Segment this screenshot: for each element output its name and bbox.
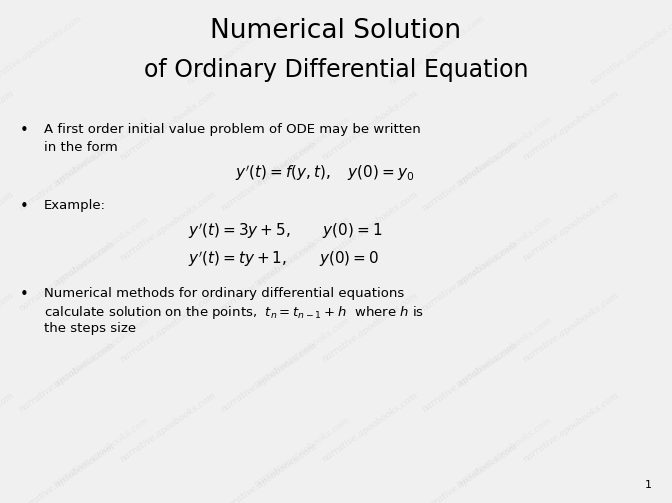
Text: narrative.apoobooks.com: narrative.apoobooks.com xyxy=(219,240,319,313)
Text: narrative.apoobooks.com: narrative.apoobooks.com xyxy=(320,89,419,162)
Text: narrative.apoobooks.com: narrative.apoobooks.com xyxy=(320,290,419,364)
Text: narrative.apoobooks.com: narrative.apoobooks.com xyxy=(253,416,352,489)
Text: narrative.apoobooks.com: narrative.apoobooks.com xyxy=(0,14,83,87)
Text: the steps size: the steps size xyxy=(44,322,136,335)
Text: narrative.apoobooks.com: narrative.apoobooks.com xyxy=(51,114,151,188)
Text: narrative.apoobooks.com: narrative.apoobooks.com xyxy=(320,391,419,464)
Text: narrative.apoobooks.com: narrative.apoobooks.com xyxy=(118,391,218,464)
Text: narrative.apoobooks.com: narrative.apoobooks.com xyxy=(253,215,352,288)
Text: narrative.apoobooks.com: narrative.apoobooks.com xyxy=(219,139,319,213)
Text: narrative.apoobooks.com: narrative.apoobooks.com xyxy=(454,215,554,288)
Text: •: • xyxy=(20,287,29,302)
Text: narrative.apoobooks.com: narrative.apoobooks.com xyxy=(521,391,621,464)
Text: narrative.apoobooks.com: narrative.apoobooks.com xyxy=(387,14,487,87)
Text: calculate solution on the points,  $t_n = t_{n-1} + h$  where $h$ is: calculate solution on the points, $t_n =… xyxy=(44,304,424,321)
Text: narrative.apoobooks.com: narrative.apoobooks.com xyxy=(589,14,672,87)
Text: narrative.apoobooks.com: narrative.apoobooks.com xyxy=(521,89,621,162)
Text: narrative.apoobooks.com: narrative.apoobooks.com xyxy=(17,441,117,503)
Text: narrative.apoobooks.com: narrative.apoobooks.com xyxy=(0,89,16,162)
Text: narrative.apoobooks.com: narrative.apoobooks.com xyxy=(219,441,319,503)
Text: narrative.apoobooks.com: narrative.apoobooks.com xyxy=(51,215,151,288)
Text: narrative.apoobooks.com: narrative.apoobooks.com xyxy=(17,240,117,313)
Text: narrative.apoobooks.com: narrative.apoobooks.com xyxy=(421,441,520,503)
Text: narrative.apoobooks.com: narrative.apoobooks.com xyxy=(521,290,621,364)
Text: narrative.apoobooks.com: narrative.apoobooks.com xyxy=(118,190,218,263)
Text: narrative.apoobooks.com: narrative.apoobooks.com xyxy=(118,290,218,364)
Text: $y'(t) = ty + 1, \qquad y(0) = 0$: $y'(t) = ty + 1, \qquad y(0) = 0$ xyxy=(188,249,379,269)
Text: narrative.apoobooks.com: narrative.apoobooks.com xyxy=(51,416,151,489)
Text: •: • xyxy=(20,123,29,138)
Text: narrative.apoobooks.com: narrative.apoobooks.com xyxy=(320,190,419,263)
Text: narrative.apoobooks.com: narrative.apoobooks.com xyxy=(454,114,554,188)
Text: of Ordinary Differential Equation: of Ordinary Differential Equation xyxy=(144,58,528,82)
Text: narrative.apoobooks.com: narrative.apoobooks.com xyxy=(51,315,151,389)
Text: $y'(t) = 3y + 5, \qquad y(0) = 1$: $y'(t) = 3y + 5, \qquad y(0) = 1$ xyxy=(188,221,382,241)
Text: narrative.apoobooks.com: narrative.apoobooks.com xyxy=(454,416,554,489)
Text: narrative.apoobooks.com: narrative.apoobooks.com xyxy=(118,89,218,162)
Text: •: • xyxy=(20,199,29,214)
Text: $y'(t) = f(y,t), \quad y(0) = y_0$: $y'(t) = f(y,t), \quad y(0) = y_0$ xyxy=(235,163,415,183)
Text: narrative.apoobooks.com: narrative.apoobooks.com xyxy=(0,290,16,364)
Text: narrative.apoobooks.com: narrative.apoobooks.com xyxy=(253,114,352,188)
Text: Numerical Solution: Numerical Solution xyxy=(210,18,462,44)
Text: narrative.apoobooks.com: narrative.apoobooks.com xyxy=(454,315,554,389)
Text: narrative.apoobooks.com: narrative.apoobooks.com xyxy=(185,14,285,87)
Text: narrative.apoobooks.com: narrative.apoobooks.com xyxy=(219,341,319,414)
Text: narrative.apoobooks.com: narrative.apoobooks.com xyxy=(421,341,520,414)
Text: narrative.apoobooks.com: narrative.apoobooks.com xyxy=(521,190,621,263)
Text: narrative.apoobooks.com: narrative.apoobooks.com xyxy=(0,391,16,464)
Text: A first order initial value problem of ODE may be written: A first order initial value problem of O… xyxy=(44,123,421,136)
Text: narrative.apoobooks.com: narrative.apoobooks.com xyxy=(17,139,117,213)
Text: narrative.apoobooks.com: narrative.apoobooks.com xyxy=(17,341,117,414)
Text: Example:: Example: xyxy=(44,199,106,212)
Text: narrative.apoobooks.com: narrative.apoobooks.com xyxy=(421,240,520,313)
Text: in the form: in the form xyxy=(44,141,118,154)
Text: narrative.apoobooks.com: narrative.apoobooks.com xyxy=(253,315,352,389)
Text: 1: 1 xyxy=(645,480,652,490)
Text: narrative.apoobooks.com: narrative.apoobooks.com xyxy=(0,190,16,263)
Text: narrative.apoobooks.com: narrative.apoobooks.com xyxy=(421,139,520,213)
Text: Numerical methods for ordinary differential equations: Numerical methods for ordinary different… xyxy=(44,287,404,300)
